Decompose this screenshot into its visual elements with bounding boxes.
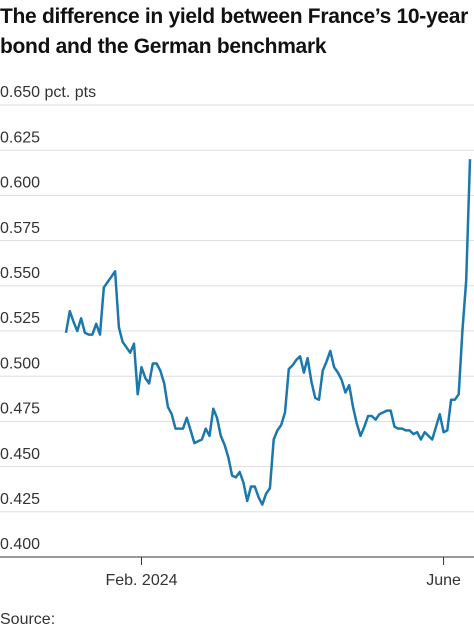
y-tick-label: 0.575 bbox=[0, 220, 40, 237]
y-tick-label: 0.450 bbox=[0, 446, 40, 463]
y-tick-label: 0.400 bbox=[0, 536, 40, 553]
y-tick-label: 0.650 pct. pts bbox=[0, 84, 96, 101]
y-tick-label: 0.625 bbox=[0, 129, 40, 146]
y-tick-label: 0.600 bbox=[0, 175, 40, 192]
x-tick-label: June bbox=[426, 572, 461, 589]
chart-title: The difference in yield between France’s… bbox=[0, 5, 469, 58]
y-tick-label: 0.425 bbox=[0, 491, 40, 508]
y-tick-label: 0.475 bbox=[0, 401, 40, 418]
y-tick-label: 0.500 bbox=[0, 355, 40, 372]
source: Source: bbox=[0, 611, 55, 628]
y-tick-label: 0.550 bbox=[0, 265, 40, 282]
line bbox=[64, 159, 472, 506]
x-tick-label: Feb. 2024 bbox=[105, 572, 177, 589]
y-tick-label: 0.525 bbox=[0, 310, 40, 327]
